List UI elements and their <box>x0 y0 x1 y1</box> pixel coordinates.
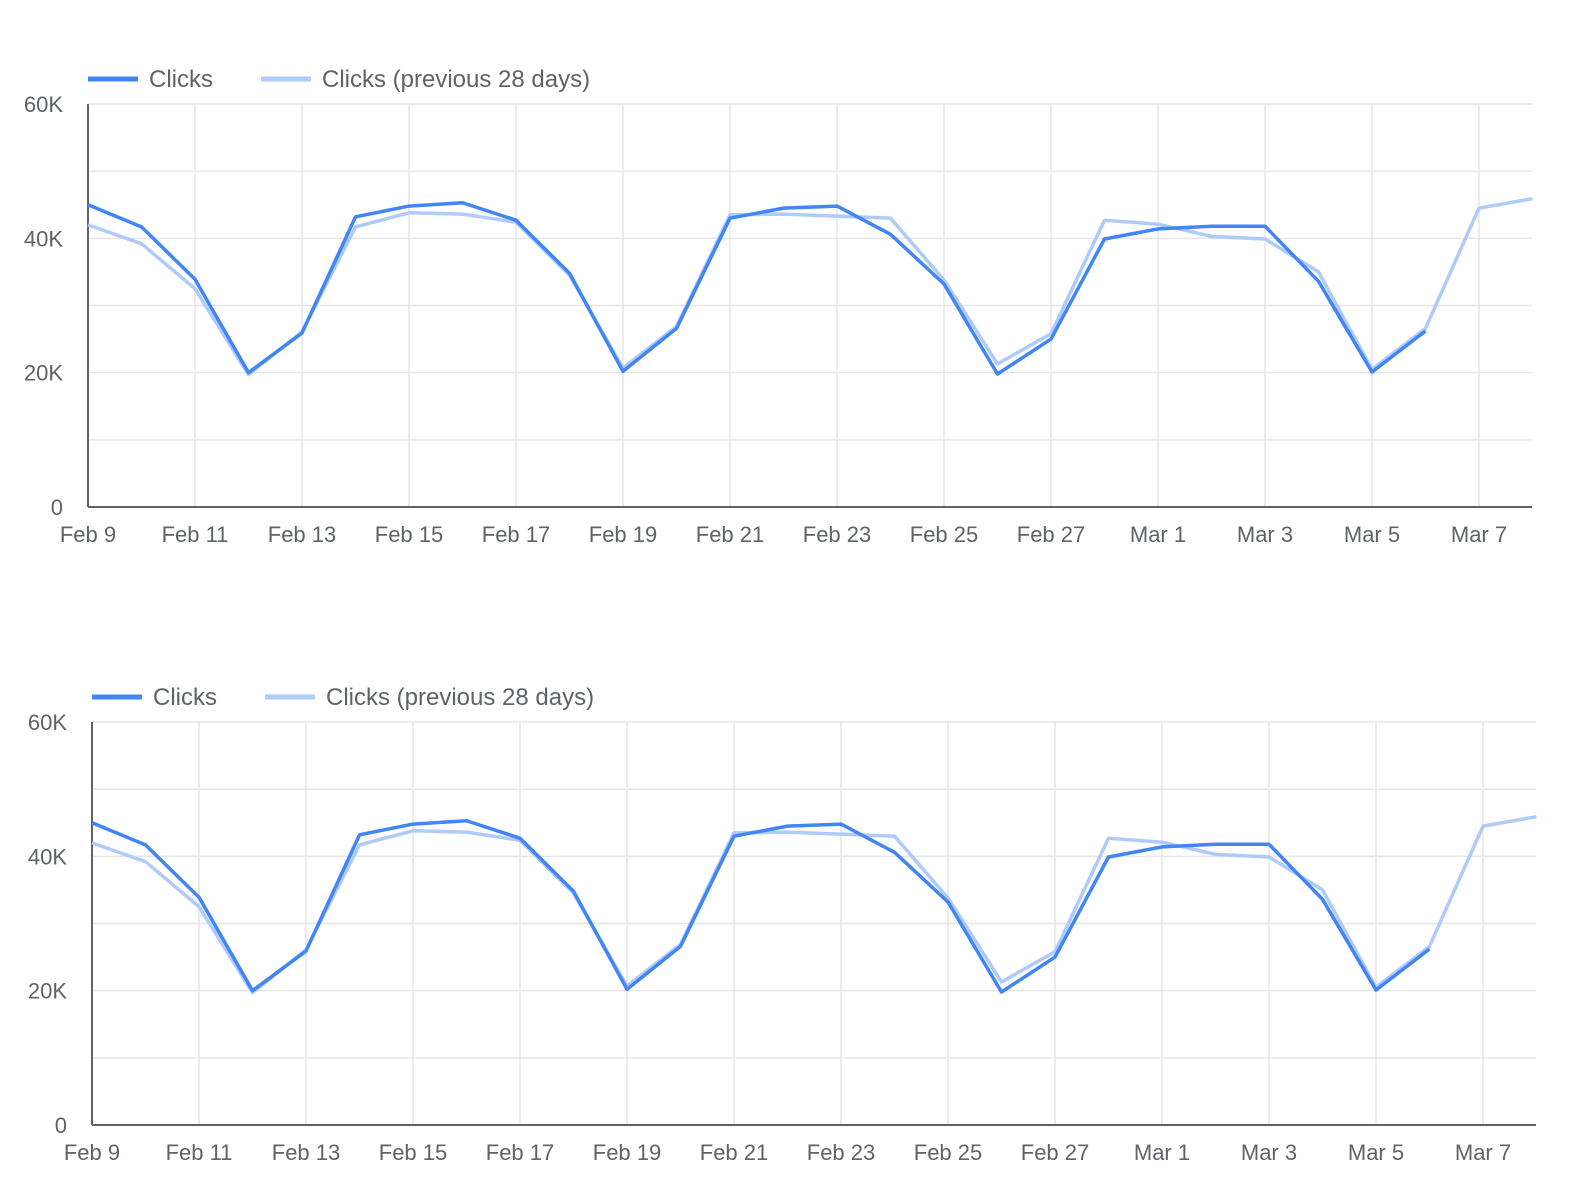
x-tick-label: Mar 1 <box>1134 1140 1190 1165</box>
series-line-clicks-previous-28-days <box>91 814 1537 995</box>
x-tick-label: Feb 11 <box>162 522 229 547</box>
x-tick-label: Feb 25 <box>910 522 979 547</box>
y-tick-label: 40K <box>28 844 67 869</box>
x-tick-label: Feb 13 <box>272 1140 341 1165</box>
line-chart-1: Feb 9 Feb 11 Feb 13 Feb 15 Feb 17 Feb 19 Feb 2… <box>24 66 1533 547</box>
y-tick-label: 20K <box>28 979 67 1004</box>
x-tick-label: Feb 19 <box>593 1140 662 1165</box>
series-line-clicks <box>87 200 1427 376</box>
x-tick-label: Mar 7 <box>1455 1140 1511 1165</box>
x-tick-label: Feb 27 <box>1021 1140 1090 1165</box>
x-tick-label: Feb 13 <box>268 522 337 547</box>
x-tick-label: Feb 11 <box>166 1140 233 1165</box>
series-line-clicks <box>91 818 1431 994</box>
x-tick-label: Feb 19 <box>589 522 658 547</box>
y-tick-label: 60K <box>28 710 67 735</box>
x-tick-label: Feb 9 <box>64 1140 120 1165</box>
y-tick-label: 60K <box>24 92 63 117</box>
legend-label-clicks: Clicks <box>153 684 217 711</box>
x-tick-label: Mar 5 <box>1348 1140 1404 1165</box>
x-tick-label: Mar 3 <box>1241 1140 1297 1165</box>
x-tick-label: Feb 15 <box>375 522 444 547</box>
x-tick-label: Feb 23 <box>807 1140 876 1165</box>
x-tick-label: Mar 1 <box>1130 522 1186 547</box>
x-tick-label: Feb 27 <box>1017 522 1086 547</box>
x-tick-label: Mar 3 <box>1237 522 1293 547</box>
x-tick-label: Feb 17 <box>486 1140 555 1165</box>
x-tick-label: Feb 17 <box>482 522 551 547</box>
legend-label-clicks-previous: Clicks (previous 28 days) <box>326 684 594 711</box>
series-line-clicks-previous-28-days <box>87 196 1533 377</box>
legend: Clicks Clicks (previous 28 days) <box>92 684 594 711</box>
x-tick-label: Feb 21 <box>696 522 765 547</box>
y-tick-label: 20K <box>24 361 63 386</box>
legend: Clicks Clicks (previous 28 days) <box>88 66 590 93</box>
y-tick-label: 0 <box>51 495 63 520</box>
y-tick-label: 40K <box>24 226 63 251</box>
y-tick-label: 0 <box>55 1113 67 1138</box>
line-chart-2: Feb 9 Feb 11 Feb 13 Feb 15 Feb 17 Feb 19 Feb 2… <box>28 684 1537 1165</box>
x-tick-label: Feb 9 <box>60 522 116 547</box>
legend-label-clicks: Clicks <box>149 66 213 93</box>
x-tick-label: Feb 23 <box>803 522 872 547</box>
legend-label-clicks-previous: Clicks (previous 28 days) <box>322 66 590 93</box>
x-tick-label: Mar 7 <box>1451 522 1507 547</box>
x-tick-label: Mar 5 <box>1344 522 1400 547</box>
x-tick-label: Feb 21 <box>700 1140 769 1165</box>
x-tick-label: Feb 15 <box>379 1140 448 1165</box>
x-tick-label: Feb 25 <box>914 1140 983 1165</box>
